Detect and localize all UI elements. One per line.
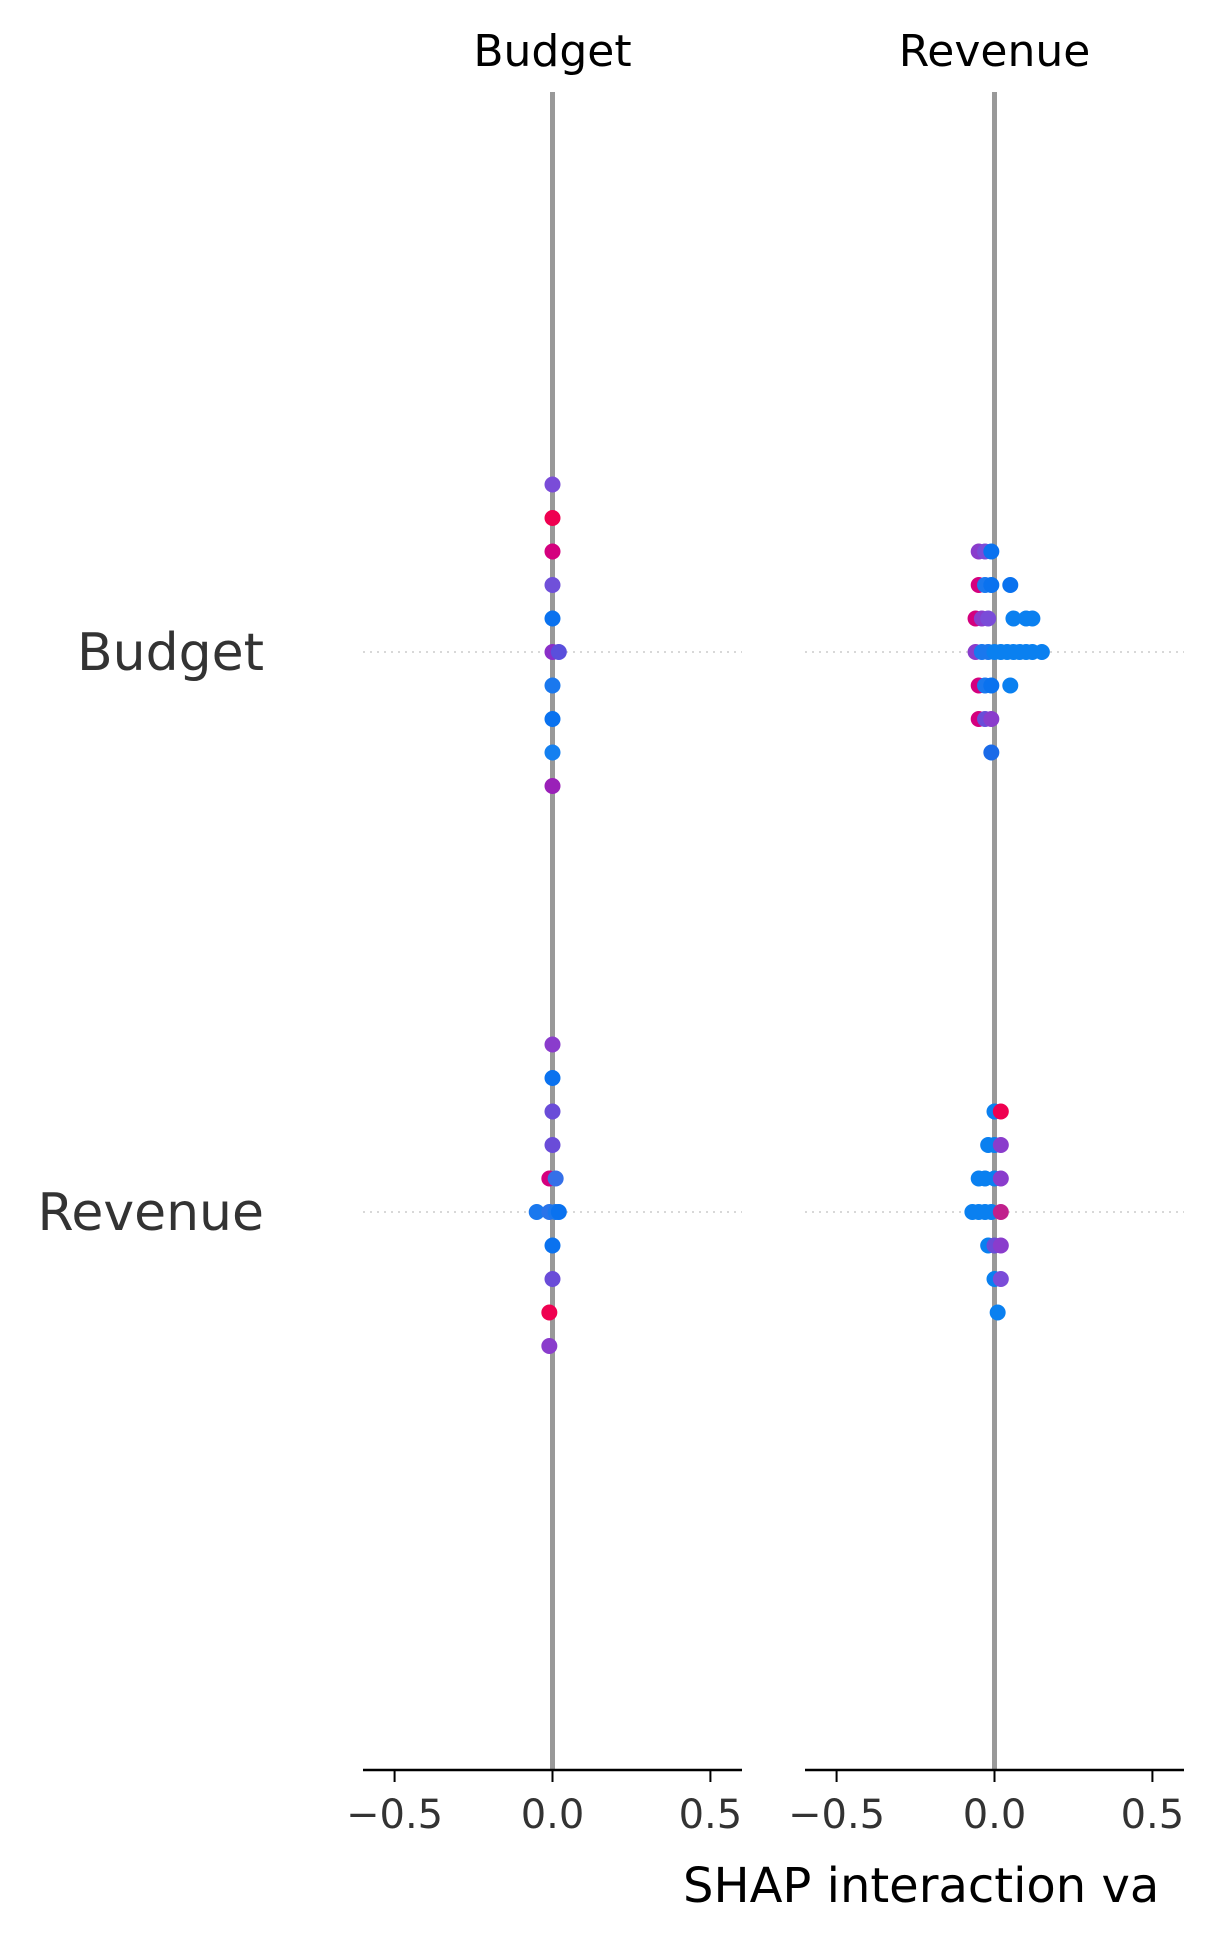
chart-text: −0.5 0.0 0.5 Budget −0.5 0.0 0.5 Revenue Budget R… (38, 26, 1185, 1914)
row-label: Revenue (38, 1183, 264, 1243)
data-point (544, 677, 561, 694)
data-point (992, 1137, 1009, 1153)
x-tick-label: 0.5 (679, 1792, 743, 1838)
row-guides (363, 651, 1184, 1213)
data-point (989, 1304, 1006, 1321)
data-point (544, 778, 561, 794)
data-point (544, 1237, 561, 1254)
row-label: Budget (77, 623, 264, 683)
data-point (992, 1271, 1009, 1287)
data-point (983, 577, 1000, 593)
data-point (1002, 577, 1019, 593)
data-point (544, 510, 561, 526)
data-point (544, 711, 561, 727)
data-point (544, 543, 561, 560)
data-point (983, 744, 1000, 761)
data-point (992, 1170, 1009, 1187)
x-tick-label: −0.5 (788, 1792, 885, 1838)
data-point (1005, 610, 1022, 627)
zero-lines (550, 92, 997, 1770)
data-point (992, 1237, 1009, 1254)
data-point (1024, 610, 1041, 627)
data-point (544, 744, 561, 761)
data-point (528, 1204, 545, 1220)
data-point (550, 1204, 567, 1220)
data-point (544, 476, 561, 493)
data-point (992, 1103, 1009, 1120)
x-axis-title: SHAP interaction va (683, 1858, 1159, 1914)
data-point (544, 577, 561, 593)
data-point (544, 1137, 561, 1153)
data-point (544, 1070, 561, 1086)
panel-title: Revenue (899, 26, 1091, 77)
data-point (544, 610, 561, 627)
data-point (541, 1338, 558, 1354)
data-point (992, 1204, 1009, 1220)
data-point (983, 711, 1000, 727)
x-axes (363, 1768, 1184, 1782)
data-point (544, 1271, 561, 1287)
panel-title: Budget (473, 26, 631, 77)
x-tick-label: 0.0 (521, 1792, 585, 1838)
data-point (544, 1036, 561, 1053)
data-point (983, 543, 1000, 560)
x-tick-label: −0.5 (346, 1792, 443, 1838)
data-points (528, 476, 1050, 1354)
data-point (550, 644, 567, 660)
data-point (1033, 644, 1050, 660)
data-point (541, 1304, 558, 1321)
data-point (980, 610, 997, 627)
data-point (1002, 677, 1019, 694)
data-point (544, 1103, 561, 1120)
x-tick-label: 0.5 (1121, 1792, 1185, 1838)
data-point (547, 1170, 564, 1187)
x-tick-label: 0.0 (963, 1792, 1027, 1838)
data-point (983, 677, 1000, 694)
